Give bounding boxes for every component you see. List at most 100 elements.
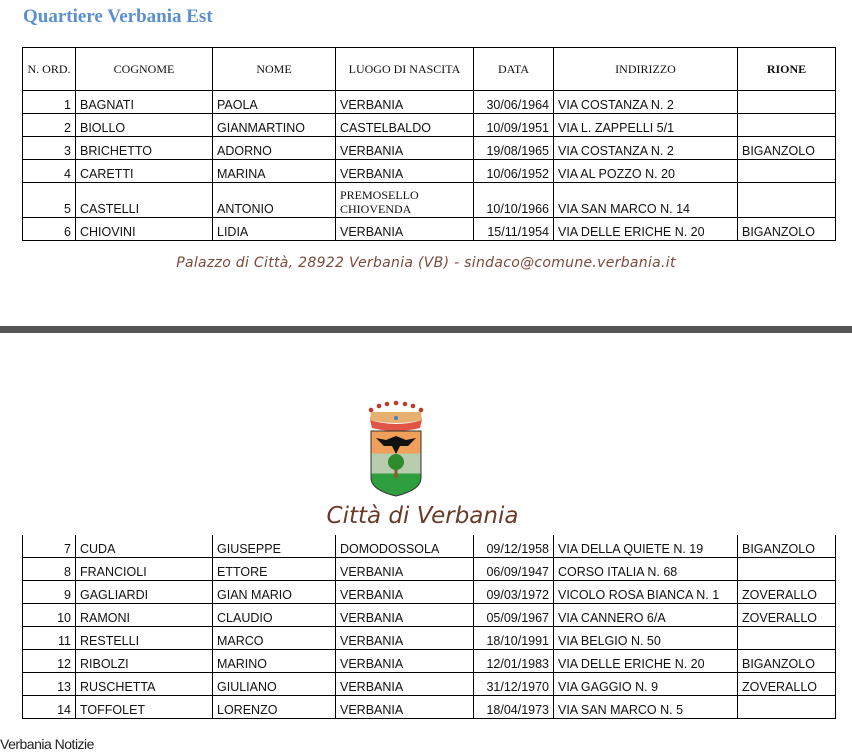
cell-n-ord: 13 (22, 672, 76, 696)
cell-indirizzo: VIA DELLA QUIETE N. 19 (553, 535, 738, 558)
cell-cognome: BIOLLO (75, 113, 213, 137)
cell-n-ord: 8 (22, 557, 76, 581)
crown-icon (368, 400, 424, 431)
cell-nome: ANTONIO (212, 182, 336, 218)
residents-table-page1: N. ORD. COGNOME NOME LUOGO DI NASCITA DA… (22, 47, 836, 241)
cell-indirizzo: CORSO ITALIA N. 68 (553, 557, 738, 581)
table-row: 7 CUDA GIUSEPPE DOMODOSSOLA 09/12/1958 VIA DE… (22, 535, 836, 558)
table-row: 2 BIOLLO GIANMARTINO CASTELBALDO 10/09/1951 V… (22, 113, 836, 137)
cell-indirizzo: VIA DELLE ERICHE N. 20 (553, 649, 738, 673)
cell-n-ord: 9 (22, 580, 76, 604)
cell-n-ord: 3 (22, 136, 76, 160)
cell-n-ord: 4 (22, 159, 76, 183)
page-separator (0, 326, 852, 333)
cell-cognome: GAGLIARDI (75, 580, 213, 604)
cell-data: 31/12/1970 (473, 672, 554, 696)
cell-n-ord: 10 (22, 603, 76, 627)
cell-indirizzo: VIA GAGGIO N. 9 (553, 672, 738, 696)
cell-cognome: CUDA (75, 535, 213, 558)
header-data: DATA (473, 47, 554, 91)
cell-luogo: VERBANIA (335, 603, 474, 627)
cell-n-ord: 2 (22, 113, 76, 137)
cell-nome: GIANMARTINO (212, 113, 336, 137)
cell-luogo: VERBANIA (335, 626, 474, 650)
table-row: 4 CARETTI MARINA VERBANIA 10/06/1952 VIA AL P… (22, 159, 836, 183)
city-name-heading: Città di Verbania (326, 503, 519, 529)
residents-table-page2: 7 CUDA GIUSEPPE DOMODOSSOLA 09/12/1958 VIA DE… (22, 535, 836, 719)
cell-luogo: VERBANIA (335, 672, 474, 696)
cell-rione: BIGANZOLO (737, 217, 836, 241)
cell-indirizzo: VIA COSTANZA N. 2 (553, 136, 738, 160)
header-nome: NOME (212, 47, 336, 91)
table-row: 6 CHIOVINI LIDIA VERBANIA 15/11/1954 VIA DELL… (22, 217, 836, 241)
cell-data: 10/09/1951 (473, 113, 554, 137)
table-row: 3 BRICHETTO ADORNO VERBANIA 19/08/1965 VIA CO… (22, 136, 836, 160)
cell-cognome: CASTELLI (75, 182, 213, 218)
table-row: 10 RAMONI CLAUDIO VERBANIA 05/09/1967 VIA CAN… (22, 603, 836, 627)
cell-luogo: VERBANIA (335, 557, 474, 581)
cell-luogo-line: PREMOSELLO (340, 188, 419, 202)
cell-indirizzo: VIA L. ZAPPELLI 5/1 (553, 113, 738, 137)
cell-cognome: RAMONI (75, 603, 213, 627)
table-row: 9 GAGLIARDI GIAN MARIO VERBANIA 09/03/1972 VI… (22, 580, 836, 604)
cell-indirizzo: VIA DELLE ERICHE N. 20 (553, 217, 738, 241)
cell-data: 10/10/1966 (473, 182, 554, 218)
cell-n-ord: 14 (22, 695, 76, 719)
cell-luogo: PREMOSELLO CHIOVENDA (335, 182, 474, 218)
cell-cognome: CHIOVINI (75, 217, 213, 241)
cell-rione: ZOVERALLO (737, 603, 836, 627)
cell-nome: CLAUDIO (212, 603, 336, 627)
cell-data: 18/04/1973 (473, 695, 554, 719)
cell-n-ord: 11 (22, 626, 76, 650)
table-header-row: N. ORD. COGNOME NOME LUOGO DI NASCITA DA… (22, 47, 836, 91)
header-luogo: LUOGO DI NASCITA (335, 47, 474, 91)
cell-nome: PAOLA (212, 90, 336, 114)
header-indirizzo: INDIRIZZO (553, 47, 738, 91)
cell-indirizzo: VIA BELGIO N. 50 (553, 626, 738, 650)
cell-cognome: RESTELLI (75, 626, 213, 650)
table-row: 1 BAGNATI PAOLA VERBANIA 30/06/1964 VIA COSTA… (22, 90, 836, 114)
cell-cognome: BRICHETTO (75, 136, 213, 160)
cell-luogo: VERBANIA (335, 695, 474, 719)
header-n-ord: N. ORD. (22, 47, 76, 91)
cell-rione (737, 90, 836, 114)
source-label: Verbania Notizie (0, 736, 94, 752)
cell-luogo: VERBANIA (335, 649, 474, 673)
cell-rione (737, 113, 836, 137)
cell-indirizzo: VIA COSTANZA N. 2 (553, 90, 738, 114)
table-row: 13 RUSCHETTA GIULIANO VERBANIA 31/12/1970 VIA… (22, 672, 836, 696)
table-row: 11 RESTELLI MARCO VERBANIA 18/10/1991 VIA BEL… (22, 626, 836, 650)
cell-luogo: VERBANIA (335, 90, 474, 114)
cell-cognome: RUSCHETTA (75, 672, 213, 696)
cell-rione: BIGANZOLO (737, 535, 836, 558)
table-row: 8 FRANCIOLI ETTORE VERBANIA 06/09/1947 CORSO … (22, 557, 836, 581)
cell-rione: ZOVERALLO (737, 580, 836, 604)
cell-nome: ETTORE (212, 557, 336, 581)
cell-luogo: CASTELBALDO (335, 113, 474, 137)
cell-nome: LIDIA (212, 217, 336, 241)
table-row: 5 CASTELLI ANTONIO PREMOSELLO CHIOVENDA 10/10… (22, 182, 836, 218)
header-cognome: COGNOME (75, 47, 213, 91)
cell-nome: GIUSEPPE (212, 535, 336, 558)
cell-luogo: VERBANIA (335, 159, 474, 183)
cell-data: 09/03/1972 (473, 580, 554, 604)
cell-nome: MARINA (212, 159, 336, 183)
cell-data: 15/11/1954 (473, 217, 554, 241)
header-rione: RIONE (737, 47, 836, 91)
cell-indirizzo: VICOLO ROSA BIANCA N. 1 (553, 580, 738, 604)
cell-rione: BIGANZOLO (737, 136, 836, 160)
cell-indirizzo: VIA CANNERO 6/A (553, 603, 738, 627)
cell-rione: ZOVERALLO (737, 672, 836, 696)
cell-luogo: VERBANIA (335, 580, 474, 604)
page-title: Quartiere Verbania Est (23, 6, 213, 27)
cell-rione (737, 159, 836, 183)
cell-rione (737, 695, 836, 719)
table-row: 12 RIBOLZI MARINO VERBANIA 12/01/1983 VIA DEL… (22, 649, 836, 673)
cell-data: 09/12/1958 (473, 535, 554, 558)
cell-nome: MARINO (212, 649, 336, 673)
cell-data: 06/09/1947 (473, 557, 554, 581)
cell-cognome: TOFFOLET (75, 695, 213, 719)
cell-nome: GIAN MARIO (212, 580, 336, 604)
cell-nome: LORENZO (212, 695, 336, 719)
shield-icon (370, 430, 422, 497)
